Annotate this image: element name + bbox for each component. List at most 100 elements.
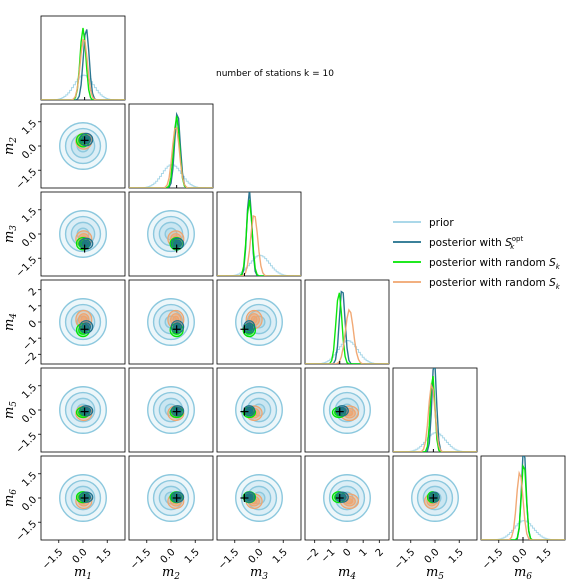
x-tick-label: 0.0 (247, 547, 266, 566)
y-tick-label: −1.5 (14, 519, 39, 544)
panel-m4-m3 (216, 279, 302, 365)
marginal-m1-series-1 (41, 29, 125, 100)
y-tick-label: 0 (27, 318, 39, 330)
axis-label-subscript: 2 (173, 572, 180, 581)
axis-label-subscript: 3 (262, 572, 268, 581)
x-tick-label: 0.0 (423, 547, 442, 566)
y-axis-label-m4: m4 (2, 313, 19, 331)
panel-m5-m3 (216, 367, 302, 453)
axis-label-subscript: 2 (9, 137, 19, 144)
prior-contour (235, 474, 283, 522)
marginal-m4-series-3 (305, 308, 389, 364)
panel-frame (216, 455, 302, 541)
panel-m1-m1 (40, 15, 126, 101)
panel-m5-m2 (128, 367, 214, 453)
marginal-m2-series-1 (129, 111, 213, 188)
panel-m5-m4 (304, 367, 390, 453)
panel-m6-m5: −1.5 0.0 1.5 (392, 455, 478, 572)
marginal-m1-series-3 (41, 38, 125, 100)
x-tick-label: 1.5 (183, 547, 202, 566)
prior-contour (240, 391, 278, 429)
y-tick-label: 1 (27, 302, 39, 314)
x-axis-label-m2: m2 (162, 565, 180, 581)
marginal-m1-series-2 (41, 27, 125, 100)
panel-m2-m1: −1.5 0.0 1.5 (14, 103, 126, 192)
x-tick-label: 1.5 (271, 547, 290, 566)
x-tick-label: 0.0 (159, 547, 178, 566)
panel-frame (216, 367, 302, 453)
x-tick-label: 2 (374, 547, 386, 559)
panel-content (217, 192, 301, 276)
y-tick-label: 0.0 (20, 142, 39, 161)
y-tick-label: 0.0 (20, 230, 39, 249)
panel-m4-m4 (304, 279, 390, 365)
posterior-contour-series-1 (174, 324, 181, 330)
y-tick-label: 1.5 (20, 206, 39, 225)
x-tick-label: −1.5 (40, 547, 65, 572)
marginal-m6-series-2 (481, 463, 565, 540)
axis-label-subscript: 4 (349, 572, 356, 581)
legend-label-2: posterior with random Sk (429, 257, 561, 271)
x-axis-label-m4: m4 (338, 565, 356, 581)
panel-content (235, 298, 283, 346)
panel-content (147, 210, 195, 258)
y-tick-label: 0.0 (20, 406, 39, 425)
panel-content (323, 386, 371, 434)
panel-content (129, 111, 213, 188)
legend-label-1: posterior with Sopt k (429, 235, 523, 251)
marginal-m5-series-3 (393, 382, 477, 452)
stations-annotation: number of stations k = 10 (216, 69, 334, 79)
legend-symbol: S (549, 257, 556, 269)
x-tick-label: 0 (341, 547, 353, 559)
y-tick-label: −2 (21, 351, 39, 369)
y-axis-label-m6: m6 (2, 489, 19, 507)
marginal-m3-series-3 (217, 215, 301, 276)
legend-symbol: S (505, 237, 512, 249)
y-axis-label-m3: m3 (2, 225, 19, 243)
y-tick-label: 1.5 (20, 118, 39, 137)
panel-m5-m1: −1.5 0.0 1.5 (14, 367, 126, 456)
x-tick-label: 0.0 (71, 547, 90, 566)
y-axis-label-m2: m2 (2, 137, 19, 155)
panel-content (323, 474, 371, 522)
panel-content (59, 386, 107, 434)
prior-contour (235, 386, 283, 434)
panel-m3-m2 (128, 191, 214, 277)
posterior-contour-series-1 (174, 241, 181, 247)
axis-label-subscript: 5 (438, 572, 444, 581)
y-tick-label: 1.5 (20, 470, 39, 489)
x-tick-label: −2 (303, 547, 321, 565)
panel-m3-m3 (216, 191, 302, 277)
legend: prior posterior with Sopt k posterior with … (393, 217, 561, 291)
panel-m4-m1: −2−1 0 1 2 (21, 279, 126, 369)
panel-content (481, 456, 565, 540)
x-axis-label-m1: m1 (74, 565, 92, 581)
x-tick-label: 1.5 (95, 547, 114, 566)
panel-m6-m4: −2−1 0 1 2 (303, 455, 390, 565)
x-tick-label: −1.5 (480, 547, 505, 572)
axis-label-subscript: 3 (9, 225, 19, 231)
x-tick-label: −1.5 (216, 547, 241, 572)
panel-content (59, 474, 107, 522)
x-tick-label: 0.0 (511, 547, 530, 566)
panel-content (59, 122, 107, 170)
x-tick-label: 1 (358, 547, 370, 559)
panel-content (411, 474, 459, 522)
marginal-m3-series-2 (217, 199, 301, 276)
panel-content (59, 210, 107, 258)
marginal-m2-series-2 (129, 115, 213, 188)
panel-m6-m1: −1.5 0.0 1.5 −1.5 0.0 1.5 (14, 455, 126, 572)
x-tick-label: 1.5 (535, 547, 554, 566)
legend-subscript: k (556, 263, 561, 271)
x-axis-label-m6: m6 (514, 565, 532, 581)
panel-content (147, 474, 195, 522)
panel-m6-m2: −1.5 0.0 1.5 (128, 455, 214, 572)
axis-label-subscript: 4 (9, 313, 19, 320)
legend-symbol: S (549, 277, 556, 289)
x-tick-label: −1 (319, 547, 337, 565)
panel-content (147, 298, 195, 346)
y-tick-label: −1.5 (14, 431, 39, 456)
posterior-contour-series-3 (250, 315, 258, 324)
panel-frame (128, 191, 214, 277)
